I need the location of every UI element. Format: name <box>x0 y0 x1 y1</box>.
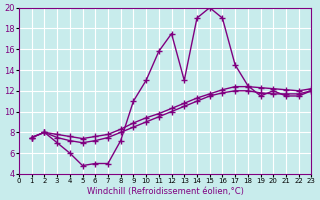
X-axis label: Windchill (Refroidissement éolien,°C): Windchill (Refroidissement éolien,°C) <box>87 187 244 196</box>
